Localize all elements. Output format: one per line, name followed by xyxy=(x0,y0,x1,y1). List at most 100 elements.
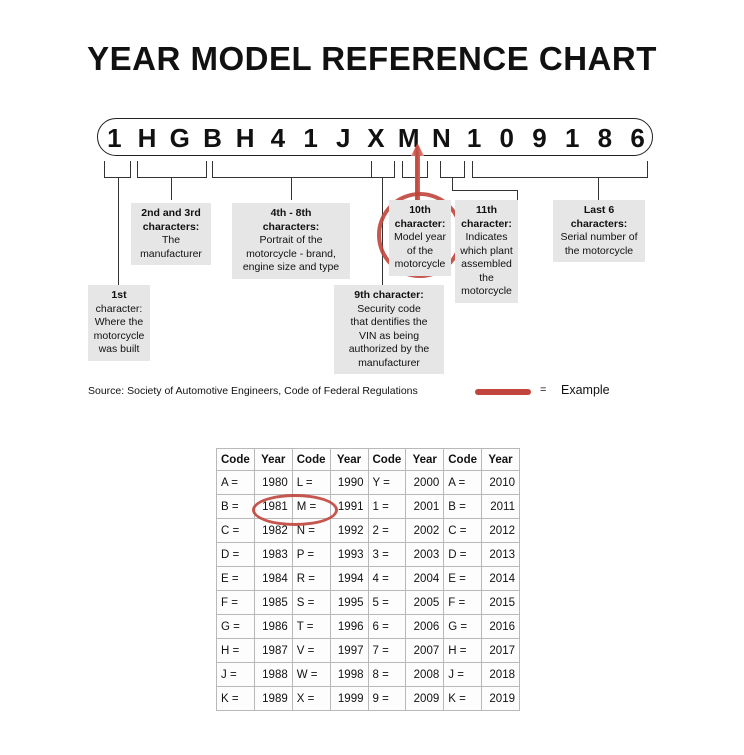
year-cell: 1989 xyxy=(253,686,293,711)
leader-eleventh-character xyxy=(452,178,453,191)
callout-heading: Last 6 xyxy=(583,204,615,216)
code-cell: T = xyxy=(291,614,331,639)
example-legend-label: Example xyxy=(561,383,610,397)
callout-line: motorcycle xyxy=(394,258,446,270)
year-cell: 2005 xyxy=(405,590,445,615)
year-cell: 1999 xyxy=(329,686,369,711)
code-cell: K = xyxy=(216,686,255,711)
callout-line: characters: xyxy=(570,217,628,230)
vin-char: X xyxy=(367,123,385,153)
code-cell: 4 = xyxy=(367,566,407,591)
callout-line: The xyxy=(161,234,181,246)
table-row: K = 1989 X = 1999 9 = 2009 K = 2019 xyxy=(216,686,520,711)
callout-line: Serial number of xyxy=(560,231,638,243)
callout-line: characters: xyxy=(262,220,320,233)
year-cell: 2001 xyxy=(405,494,445,519)
code-cell: W = xyxy=(291,662,331,687)
callout-line: motorcycle xyxy=(461,285,512,297)
code-cell: Y = xyxy=(367,470,407,495)
column-header: Code xyxy=(216,448,255,471)
callout-line: the motorcycle xyxy=(564,244,634,257)
code-cell: P = xyxy=(291,542,331,567)
code-cell: J = xyxy=(216,662,255,687)
bracket-second-third xyxy=(137,161,207,178)
column-header: Year xyxy=(329,448,369,471)
callout-eleventh-character: 11th character: Indicates which plant as… xyxy=(455,200,518,303)
table-row: A = 1980 L = 1990 Y = 2000 A = 2010 xyxy=(216,470,520,495)
table-row: H = 1987 V = 1997 7 = 2007 H = 2017 xyxy=(216,638,520,663)
table-row: D = 1983 P = 1993 3 = 2003 D = 2013 xyxy=(216,542,520,567)
vin-capsule: 1 H G B H 4 1 J X M N 1 0 9 1 8 6 xyxy=(97,118,653,156)
callout-ninth-character: 9th character: Security code that dentif… xyxy=(334,285,444,374)
leader-first-character xyxy=(118,178,119,285)
callout-line: Indicates xyxy=(465,231,508,243)
year-cell: 2018 xyxy=(481,662,520,687)
year-cell: 2016 xyxy=(481,614,520,639)
code-cell: E = xyxy=(216,566,255,591)
callout-tenth-character: 10th character: Model year of the motorc… xyxy=(389,200,451,276)
vin-char: H xyxy=(137,123,157,153)
code-cell: A = xyxy=(216,470,255,495)
year-cell: 1980 xyxy=(253,470,293,495)
table-row: J = 1988 W = 1998 8 = 2008 J = 2018 xyxy=(216,662,520,687)
code-cell: R = xyxy=(291,566,331,591)
callout-first-character: 1st character: Where the motorcycle was … xyxy=(88,285,150,361)
callout-line: that dentifies the xyxy=(350,316,428,328)
callout-line: Security code xyxy=(357,302,421,315)
callout-line: the xyxy=(479,271,494,284)
year-cell: 2011 xyxy=(481,494,520,519)
bracket-first-character xyxy=(104,161,131,178)
code-cell: L = xyxy=(291,470,331,495)
year-cell: 1996 xyxy=(329,614,369,639)
code-cell: E = xyxy=(443,566,482,591)
vin-char: 1 xyxy=(303,123,318,153)
callout-line: manufacturer xyxy=(140,247,202,260)
leader-fourth-eighth xyxy=(291,178,292,200)
code-cell: C = xyxy=(443,518,482,543)
vin-char: 0 xyxy=(499,123,515,153)
year-cell: 1995 xyxy=(329,590,369,615)
column-header: Year xyxy=(481,448,520,471)
year-cell: 1985 xyxy=(253,590,293,615)
vin-char: 6 xyxy=(630,123,645,153)
vin-char: 1 xyxy=(466,123,482,153)
year-cell: 1994 xyxy=(329,566,369,591)
code-cell: S = xyxy=(291,590,331,615)
callout-line: character: xyxy=(95,302,143,315)
code-cell: A = xyxy=(443,470,482,495)
callout-line: character: xyxy=(461,217,512,230)
year-cell: 2003 xyxy=(405,542,445,567)
highlight-1991-circle xyxy=(252,494,338,526)
column-header: Year xyxy=(253,448,293,471)
example-arrow-icon xyxy=(410,143,425,201)
year-cell: 2000 xyxy=(405,470,445,495)
code-cell: 5 = xyxy=(367,590,407,615)
page-title: YEAR MODEL REFERENCE CHART xyxy=(87,40,657,77)
year-cell: 2009 xyxy=(405,686,445,711)
year-cell: 1983 xyxy=(253,542,293,567)
callout-line: motorcycle - brand, xyxy=(246,247,336,260)
callout-heading: 9th character: xyxy=(354,289,424,301)
leader-eleventh-elbow xyxy=(452,190,518,191)
code-cell: B = xyxy=(443,494,482,519)
code-cell: 6 = xyxy=(367,614,407,639)
year-cell: 1986 xyxy=(253,614,293,639)
table-row: E = 1984 R = 1994 4 = 2004 E = 2014 xyxy=(216,566,520,591)
code-cell: H = xyxy=(443,638,482,663)
table-body: A = 1980 L = 1990 Y = 2000 A = 2010 B = 1981 M = 19… xyxy=(216,470,520,711)
callout-last-six-characters: Last 6 characters: Serial number of the … xyxy=(553,200,645,262)
year-cell: 2008 xyxy=(405,662,445,687)
code-cell: H = xyxy=(216,638,255,663)
bracket-eleventh-character xyxy=(440,161,465,178)
vin-char: M xyxy=(397,123,420,153)
year-cell: 1998 xyxy=(329,662,369,687)
code-cell: 9 = xyxy=(367,686,407,711)
bracket-ninth-character xyxy=(371,161,395,178)
year-cell: 2012 xyxy=(481,518,520,543)
callout-heading: 11th xyxy=(475,204,497,216)
code-cell: D = xyxy=(216,542,255,567)
year-cell: 1990 xyxy=(329,470,369,495)
callout-line: character: xyxy=(394,217,446,230)
vin-char: H xyxy=(235,123,255,153)
